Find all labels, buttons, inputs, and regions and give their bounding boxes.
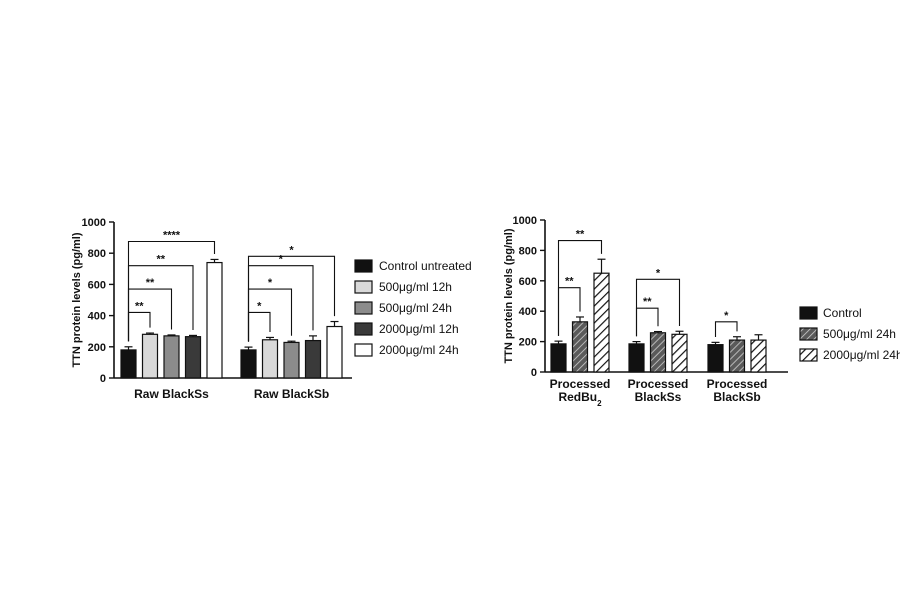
legend-swatch xyxy=(354,259,373,273)
bar xyxy=(728,339,746,373)
legend-label: 2000μg/ml 24h xyxy=(823,348,900,362)
legend-label: Control xyxy=(823,306,862,320)
legend-swatch xyxy=(354,322,373,336)
bar xyxy=(671,333,688,373)
y-tick-label: 600 xyxy=(519,276,537,288)
significance-label: * xyxy=(257,300,262,312)
y-tick-label: 600 xyxy=(88,279,106,291)
significance-label: ** xyxy=(643,296,652,308)
significance-label: ** xyxy=(565,276,574,288)
significance-label: ** xyxy=(156,254,165,266)
category-label: Raw BlackSb xyxy=(254,387,329,401)
legend-label: 500μg/ml 12h xyxy=(379,280,452,294)
significance-bracket xyxy=(557,239,603,336)
significance-bracket xyxy=(127,240,216,342)
y-tick-label: 200 xyxy=(519,337,537,349)
legend-swatch xyxy=(354,301,373,315)
bar xyxy=(240,349,257,379)
category-label-line2: BlackSb xyxy=(713,390,760,404)
bar xyxy=(750,339,767,373)
category-label-line2: BlackSs xyxy=(635,390,682,404)
significance-label: * xyxy=(656,267,661,279)
legend-swatch xyxy=(799,348,818,362)
bar xyxy=(628,343,645,373)
significance-label: ** xyxy=(146,277,155,289)
y-tick-label: 200 xyxy=(88,342,106,354)
legend-swatch xyxy=(799,306,818,320)
category-label-line1: Processed xyxy=(628,377,689,391)
category-label-line1: Processed xyxy=(707,377,768,391)
legend-label: 500μg/ml 24h xyxy=(823,327,896,341)
significance-label: **** xyxy=(163,230,181,242)
legend-swatch xyxy=(799,327,818,341)
y-tick-label: 1000 xyxy=(513,215,537,227)
legend-label: Control untreated xyxy=(379,259,472,273)
y-axis-label: TTN protein levels (pg/ml) xyxy=(71,232,83,367)
category-label-text: RedBu xyxy=(558,390,597,404)
legend-swatch xyxy=(354,343,373,357)
bar xyxy=(593,272,610,373)
category-label-line1: Processed xyxy=(550,377,611,391)
category-label-text: BlackSb xyxy=(713,390,760,404)
bar xyxy=(141,333,159,379)
bar xyxy=(184,336,202,379)
bar xyxy=(163,335,180,379)
significance-label: * xyxy=(289,244,294,256)
y-tick-label: 400 xyxy=(88,311,106,323)
bar xyxy=(261,339,279,379)
bar xyxy=(120,349,137,379)
significance-bracket xyxy=(247,255,336,342)
y-tick-label: 800 xyxy=(88,248,106,260)
legend-label: 2000μg/ml 24h xyxy=(379,343,459,357)
category-label: Raw BlackSs xyxy=(134,387,209,401)
significance-label: * xyxy=(268,277,273,289)
bar xyxy=(571,321,589,373)
legend-label: 2000μg/ml 12h xyxy=(379,322,459,336)
significance-label: * xyxy=(724,310,729,322)
legend-label: 500μg/ml 24h xyxy=(379,301,452,315)
significance-bracket xyxy=(635,278,681,337)
category-label-text: BlackSs xyxy=(635,390,682,404)
bar xyxy=(707,344,724,373)
legend-swatch xyxy=(354,280,373,294)
bar xyxy=(283,341,300,379)
y-tick-label: 0 xyxy=(531,367,537,379)
significance-label: ** xyxy=(135,300,144,312)
y-axis-label: TTN protein levels (pg/ml) xyxy=(503,228,515,363)
bar xyxy=(206,261,223,379)
category-label-line2: RedBu2 xyxy=(558,390,602,408)
category-label-subscript: 2 xyxy=(597,399,602,408)
bar xyxy=(649,332,667,373)
bar xyxy=(326,325,343,379)
significance-bracket xyxy=(714,321,738,338)
y-tick-label: 1000 xyxy=(82,217,106,229)
bar xyxy=(550,343,567,373)
y-tick-label: 800 xyxy=(519,245,537,257)
bar xyxy=(304,339,322,379)
y-tick-label: 0 xyxy=(100,373,106,385)
chart-raw: 0 200 400 600 800 1000 TTN protein levels (pg/… xyxy=(71,217,472,401)
significance-label: * xyxy=(279,254,284,266)
significance-label: ** xyxy=(576,229,585,241)
y-tick-label: 400 xyxy=(519,306,537,318)
